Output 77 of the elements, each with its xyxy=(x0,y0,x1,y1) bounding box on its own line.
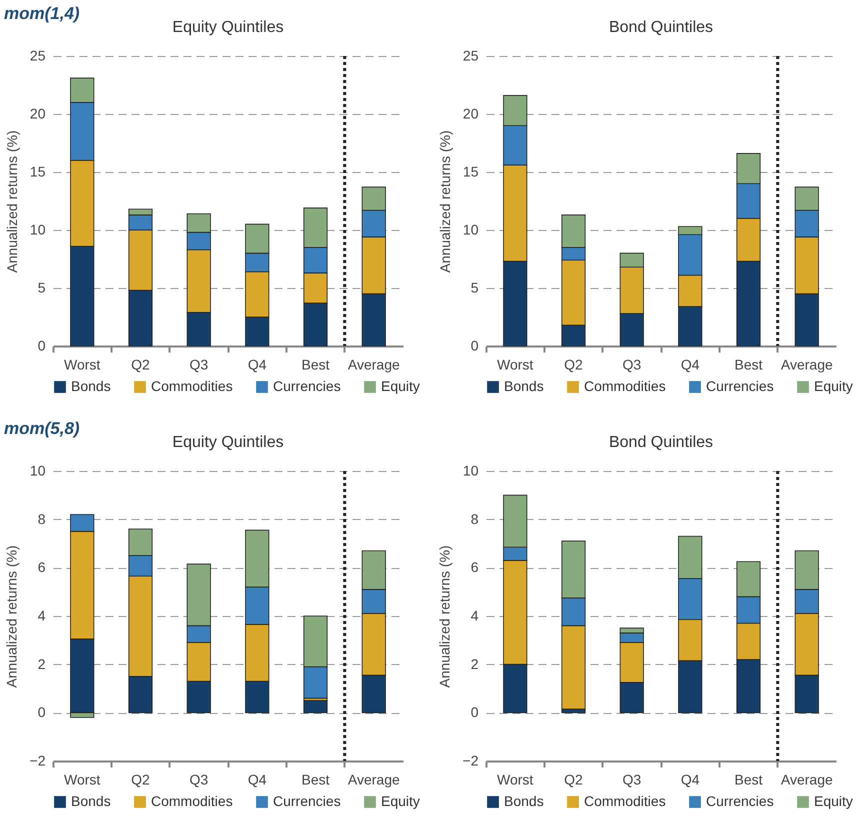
y-tick-label: 0 xyxy=(38,704,46,720)
x-tick-label: Q2 xyxy=(131,356,150,372)
y-tick-label: 0 xyxy=(38,338,46,354)
x-tick-label: Worst xyxy=(497,356,534,372)
y-tick-label: −2 xyxy=(462,752,479,768)
y-tick-label: 10 xyxy=(462,222,479,238)
y-tick-label: 25 xyxy=(30,48,46,64)
y-tick-label: 15 xyxy=(462,164,479,180)
y-tick-label: 10 xyxy=(30,222,46,238)
y-axis-title: Annualized returns (%) xyxy=(436,130,453,273)
legend-label: Bonds xyxy=(71,793,111,809)
x-tick-label: Worst xyxy=(64,356,100,372)
legend-label: Commodities xyxy=(584,378,666,394)
chart-title: Equity Quintiles xyxy=(172,434,284,451)
legend-label: Bonds xyxy=(504,793,544,809)
chart-title: Bond Quintiles xyxy=(608,434,714,451)
y-axis-title: Annualized returns (%) xyxy=(436,545,453,688)
legend-label: Currencies xyxy=(273,793,341,809)
y-tick-label: 4 xyxy=(38,608,46,624)
legend-label: Currencies xyxy=(273,378,341,394)
x-tick-label: Average xyxy=(348,356,400,372)
legend-label: Bonds xyxy=(71,378,111,394)
x-tick-label: Average xyxy=(780,356,833,372)
text: mom(5,8) xyxy=(4,419,80,439)
y-tick-label: 25 xyxy=(462,48,479,64)
x-tick-label: Q4 xyxy=(248,356,267,372)
y-tick-label: 6 xyxy=(470,559,479,576)
y-axis-title: Annualized returns (%) xyxy=(4,130,20,273)
x-tick-label: Best xyxy=(301,772,330,788)
text: mom(1,4) xyxy=(4,4,80,24)
y-tick-label: 15 xyxy=(30,164,46,180)
x-tick-label: Worst xyxy=(497,772,534,788)
y-tick-label: 8 xyxy=(470,510,479,527)
x-tick-label: Q2 xyxy=(131,772,150,788)
y-tick-label: 10 xyxy=(30,462,46,478)
x-tick-label: Average xyxy=(780,772,833,788)
y-tick-label: 4 xyxy=(470,608,479,624)
y-tick-label: 0 xyxy=(470,338,479,354)
x-tick-label: Average xyxy=(348,772,400,788)
x-tick-label: Q2 xyxy=(564,356,584,372)
y-tick-label: 0 xyxy=(470,704,479,720)
y-tick-label: 10 xyxy=(462,462,479,478)
x-tick-label: Q4 xyxy=(680,356,700,372)
x-tick-label: Q3 xyxy=(189,772,208,788)
y-tick-label: 20 xyxy=(30,106,46,122)
legend-label: Commodities xyxy=(584,793,666,809)
x-tick-label: Q3 xyxy=(622,772,642,788)
legend-label: Currencies xyxy=(706,793,774,809)
legend-label: Equity xyxy=(814,793,853,809)
y-tick-label: −2 xyxy=(30,752,46,768)
x-tick-label: Best xyxy=(734,772,763,788)
x-tick-label: Best xyxy=(734,356,763,372)
bar xyxy=(303,700,328,714)
legend-label: Commodities xyxy=(151,378,233,394)
y-tick-label: 8 xyxy=(38,510,46,527)
legend-label: Equity xyxy=(814,378,853,394)
chart-title: Bond Quintiles xyxy=(608,19,714,36)
x-tick-label: Best xyxy=(301,356,330,372)
x-tick-label: Worst xyxy=(64,772,100,788)
chart-title: Equity Quintiles xyxy=(172,19,284,36)
y-tick-label: 5 xyxy=(470,280,479,296)
y-tick-label: 2 xyxy=(470,656,479,672)
x-tick-label: Q3 xyxy=(189,356,208,372)
legend-label: Currencies xyxy=(706,378,774,394)
y-tick-label: 6 xyxy=(38,559,46,576)
legend-label: Bonds xyxy=(504,378,544,394)
x-tick-label: Q4 xyxy=(680,772,700,788)
legend-label: Commodities xyxy=(151,793,233,809)
y-tick-label: 2 xyxy=(38,656,46,672)
y-axis-title: Annualized returns (%) xyxy=(4,545,20,688)
x-tick-label: Q3 xyxy=(622,356,642,372)
y-tick-label: 20 xyxy=(462,106,479,122)
y-tick-label: 5 xyxy=(38,280,46,296)
x-tick-label: Q2 xyxy=(564,772,584,788)
x-tick-label: Q4 xyxy=(248,772,267,788)
legend-label: Equity xyxy=(381,793,420,809)
legend-label: Equity xyxy=(381,378,420,394)
